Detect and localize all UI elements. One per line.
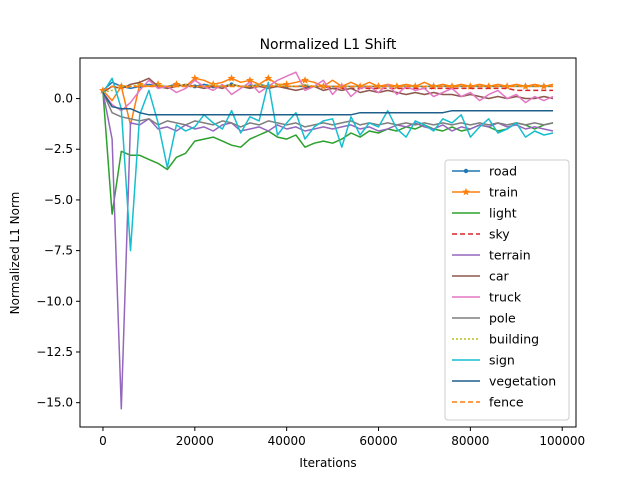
y-axis-label: Normalized L1 Norm xyxy=(8,192,22,315)
series-line-pole xyxy=(102,92,554,128)
legend-label-sky: sky xyxy=(489,227,510,242)
y-tick-label: 0.0 xyxy=(54,92,73,106)
x-tick-label: 0 xyxy=(99,434,107,448)
legend-label-road: road xyxy=(489,164,517,179)
series-line-truck xyxy=(102,71,554,112)
data-point-train xyxy=(521,82,530,90)
legend-label-train: train xyxy=(489,185,518,200)
x-tick-label: 80000 xyxy=(451,434,489,448)
legend-label-vegetation: vegetation xyxy=(489,374,556,389)
plot-area xyxy=(98,71,554,410)
legend-label-terrain: terrain xyxy=(489,248,531,263)
y-tick-label: −10.0 xyxy=(36,294,73,308)
chart-title: Normalized L1 Shift xyxy=(260,37,397,53)
data-point-train xyxy=(264,74,273,82)
y-tick-label: −12.5 xyxy=(36,345,73,359)
data-point-train xyxy=(117,82,126,90)
legend-marker-train xyxy=(462,187,470,196)
x-tick-label: 60000 xyxy=(359,434,397,448)
data-point-train xyxy=(190,74,199,82)
legend-label-pole: pole xyxy=(489,311,516,326)
y-tick-label: −7.5 xyxy=(44,244,73,258)
legend-label-car: car xyxy=(489,269,510,284)
y-tick-label: −5.0 xyxy=(44,193,73,207)
plot-frame xyxy=(79,57,577,428)
legend-label-light: light xyxy=(489,206,517,221)
legend-label-sign: sign xyxy=(489,353,515,368)
data-point-train xyxy=(301,76,310,84)
data-point-train xyxy=(282,80,291,88)
legend-box xyxy=(444,159,570,421)
x-tick-label: 40000 xyxy=(268,434,306,448)
series-line-sign xyxy=(102,77,554,252)
legend-label-truck: truck xyxy=(489,290,522,305)
legend-label-building: building xyxy=(489,332,539,347)
legend: road train light sky terrain car truck pole buil… xyxy=(444,159,570,421)
data-point-train xyxy=(245,76,254,84)
y-axis: 0.0 −2.5 −5.0 −7.5 −10.0 −12.5 −15.0 xyxy=(36,92,80,410)
legend-label-fence: fence xyxy=(489,395,524,410)
x-axis-label: Iterations xyxy=(299,456,356,470)
x-axis: 0 20000 40000 60000 80000 100000 xyxy=(99,427,585,448)
series-line-terrain xyxy=(102,92,554,410)
data-point-train xyxy=(227,74,236,82)
x-tick-label: 20000 xyxy=(176,434,214,448)
y-tick-label: −15.0 xyxy=(36,396,73,410)
x-tick-label: 100000 xyxy=(539,434,585,448)
legend-marker-road xyxy=(463,168,469,174)
data-point-train xyxy=(172,80,181,88)
series-line-vegetation xyxy=(102,92,553,116)
series-line-fence xyxy=(102,85,553,92)
y-tick-label: −2.5 xyxy=(44,142,73,156)
data-point-train xyxy=(392,82,401,90)
